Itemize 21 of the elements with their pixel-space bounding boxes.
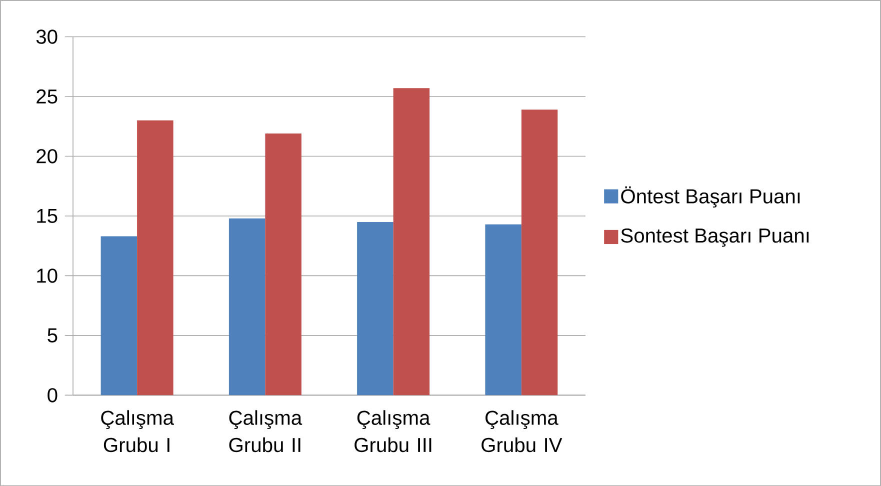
bar: [393, 88, 430, 396]
y-tick-label: 15: [37, 208, 58, 223]
x-tick-label: Çalışma Grubu III: [354, 410, 432, 452]
legend-label: Sontest Başarı Puanı: [621, 228, 809, 247]
x-tick-label: Çalışma Grubu IV: [482, 410, 562, 452]
x-tick-label: Çalışma Grubu I: [101, 410, 174, 452]
legend-label: Öntest Başarı Puanı: [621, 186, 800, 208]
y-tick-label: 30: [36, 29, 58, 44]
bar: [137, 120, 174, 396]
bar: [100, 236, 138, 396]
y-tick-label: 0: [48, 388, 58, 402]
y-tick-label: 5: [48, 328, 58, 342]
y-tick-label: 25: [36, 89, 58, 104]
bar: [265, 133, 302, 396]
y-tick-label: 10: [37, 268, 58, 283]
bar: [357, 222, 394, 396]
bar: [228, 218, 266, 396]
bar: [521, 109, 558, 396]
bar: [485, 224, 522, 396]
x-tick-label: Çalışma Grubu II: [229, 410, 302, 452]
y-tick-label: 20: [36, 148, 58, 164]
